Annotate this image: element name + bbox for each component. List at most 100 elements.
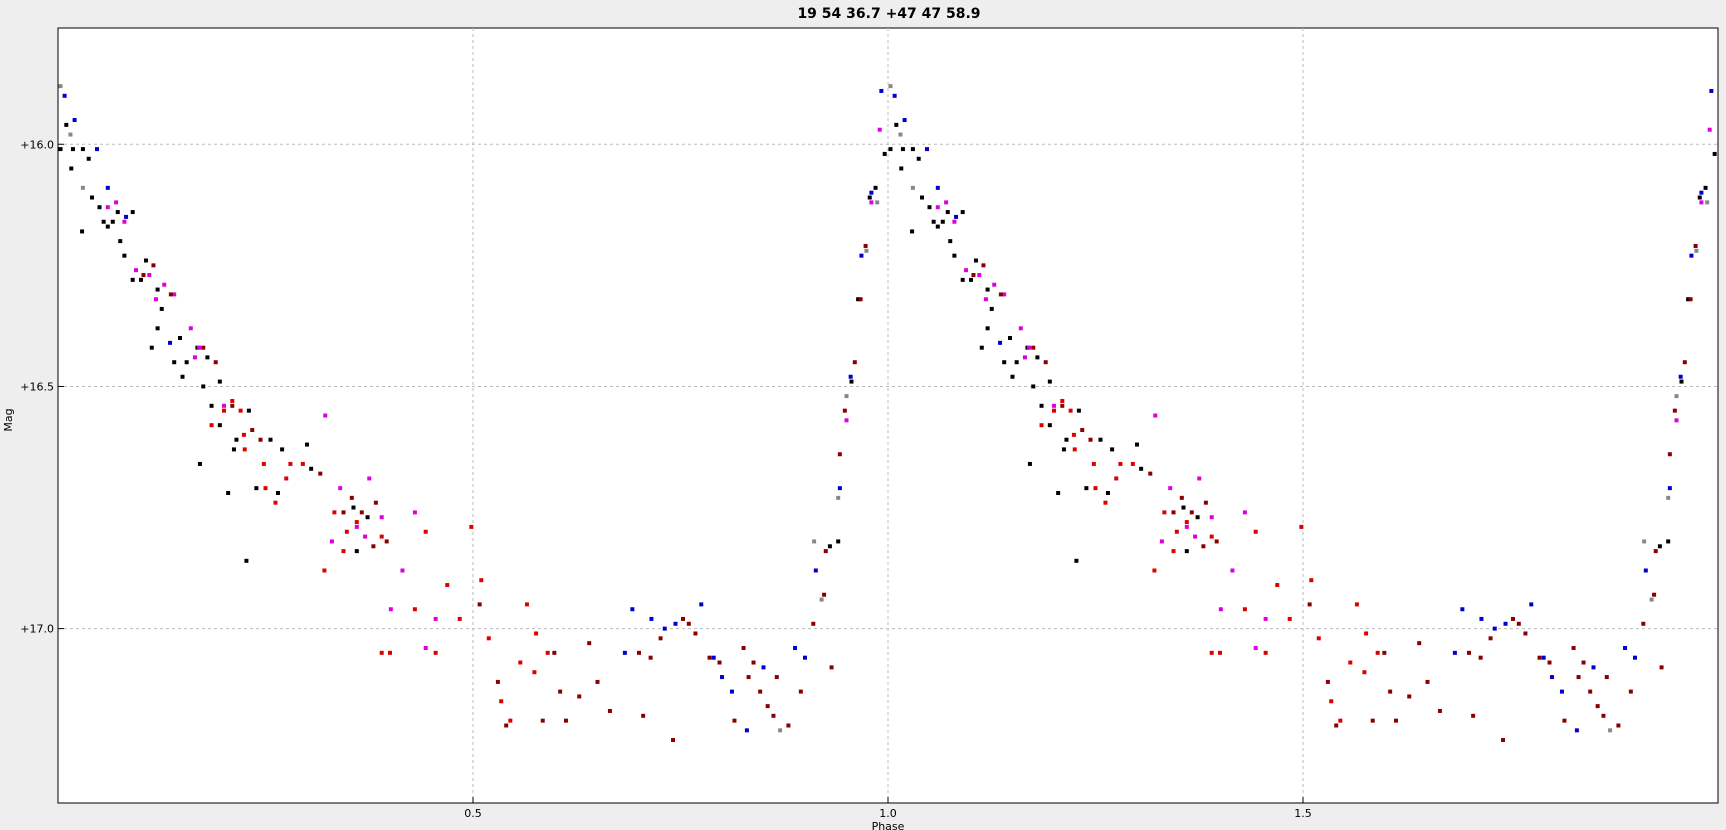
data-point <box>1541 655 1546 660</box>
data-point <box>969 277 973 282</box>
data-point <box>798 689 803 694</box>
data-point <box>1460 607 1465 612</box>
data-point <box>836 495 841 500</box>
data-point <box>1253 646 1258 650</box>
data-point <box>989 306 994 311</box>
data-point <box>261 461 266 466</box>
data-point <box>1139 466 1144 471</box>
data-point <box>983 297 988 302</box>
data-point <box>86 156 91 161</box>
data-point <box>1307 602 1312 607</box>
data-point <box>1027 461 1032 466</box>
data-point <box>323 413 328 418</box>
data-point <box>848 374 853 379</box>
data-point <box>1375 650 1380 655</box>
data-point <box>954 214 959 219</box>
data-point <box>188 326 193 331</box>
data-point <box>1686 297 1691 302</box>
data-point <box>1652 592 1657 597</box>
data-point <box>1103 500 1108 505</box>
data-point <box>69 166 74 171</box>
data-point <box>1471 713 1476 718</box>
data-point <box>1008 336 1013 340</box>
data-point <box>268 437 273 442</box>
data-point <box>354 524 359 529</box>
x-tick-label: 1.5 <box>1294 807 1312 820</box>
data-point <box>1253 529 1258 534</box>
data-point <box>300 461 305 466</box>
data-point <box>1694 248 1699 253</box>
data-point <box>90 195 95 200</box>
data-point <box>1209 534 1214 539</box>
data-point <box>563 718 568 723</box>
data-point <box>1437 708 1442 713</box>
data-point <box>155 287 160 292</box>
data-point <box>1641 621 1646 626</box>
data-point <box>147 273 152 278</box>
data-point <box>1649 597 1654 602</box>
data-point <box>902 118 907 123</box>
chart-title: 19 54 36.7 +47 47 58.9 <box>797 6 980 22</box>
data-point <box>95 147 100 152</box>
data-point <box>1699 200 1704 205</box>
data-point <box>1031 345 1036 350</box>
data-point <box>1492 626 1497 631</box>
x-axis-label: Phase <box>872 820 905 830</box>
data-point <box>371 544 376 549</box>
data-point <box>1074 558 1079 563</box>
data-point <box>1060 398 1065 403</box>
data-point <box>1010 374 1015 379</box>
data-point <box>445 583 450 588</box>
data-point <box>1052 408 1056 413</box>
data-point <box>499 699 504 704</box>
data-point <box>192 355 197 360</box>
data-point <box>1581 660 1586 665</box>
data-point <box>1072 447 1077 452</box>
data-point <box>280 447 285 452</box>
y-tick-label: +17.0 <box>20 623 54 636</box>
data-point <box>332 510 337 515</box>
data-point <box>823 549 828 554</box>
data-point <box>894 122 899 127</box>
data-point <box>524 602 529 607</box>
data-point <box>1479 616 1484 621</box>
data-point <box>532 670 537 675</box>
data-point <box>230 403 235 408</box>
data-point <box>180 374 185 379</box>
data-point <box>960 210 965 215</box>
data-point <box>1105 491 1110 495</box>
data-point <box>836 539 841 544</box>
data-point <box>935 185 940 190</box>
data-point <box>1060 403 1065 408</box>
data-point <box>359 510 364 515</box>
data-point <box>931 219 936 224</box>
data-point <box>209 423 214 428</box>
axis-ticks: 0.5 1.0 1.5 +16.0 +16.5 +17.0 <box>20 138 1311 820</box>
data-point <box>960 277 965 282</box>
data-point <box>412 510 417 515</box>
data-point <box>1043 360 1048 365</box>
data-point <box>979 345 984 350</box>
data-point <box>159 306 164 311</box>
data-point <box>231 447 236 452</box>
data-point <box>1576 675 1581 680</box>
data-point <box>1209 650 1214 655</box>
data-point <box>992 282 997 287</box>
plot-area <box>57 27 1719 804</box>
data-point <box>209 403 214 408</box>
data-point <box>1130 461 1135 466</box>
data-point <box>1275 583 1280 588</box>
data-point <box>412 607 417 612</box>
data-point <box>423 529 428 534</box>
data-point <box>134 268 139 273</box>
data-point <box>318 471 323 476</box>
data-point <box>1666 539 1671 544</box>
data-point <box>1689 253 1694 258</box>
data-point <box>864 248 869 253</box>
data-point <box>168 340 173 345</box>
data-point <box>1699 190 1704 195</box>
data-point <box>477 602 482 607</box>
data-point <box>778 728 783 733</box>
data-point <box>1039 403 1044 408</box>
data-point <box>842 408 847 413</box>
